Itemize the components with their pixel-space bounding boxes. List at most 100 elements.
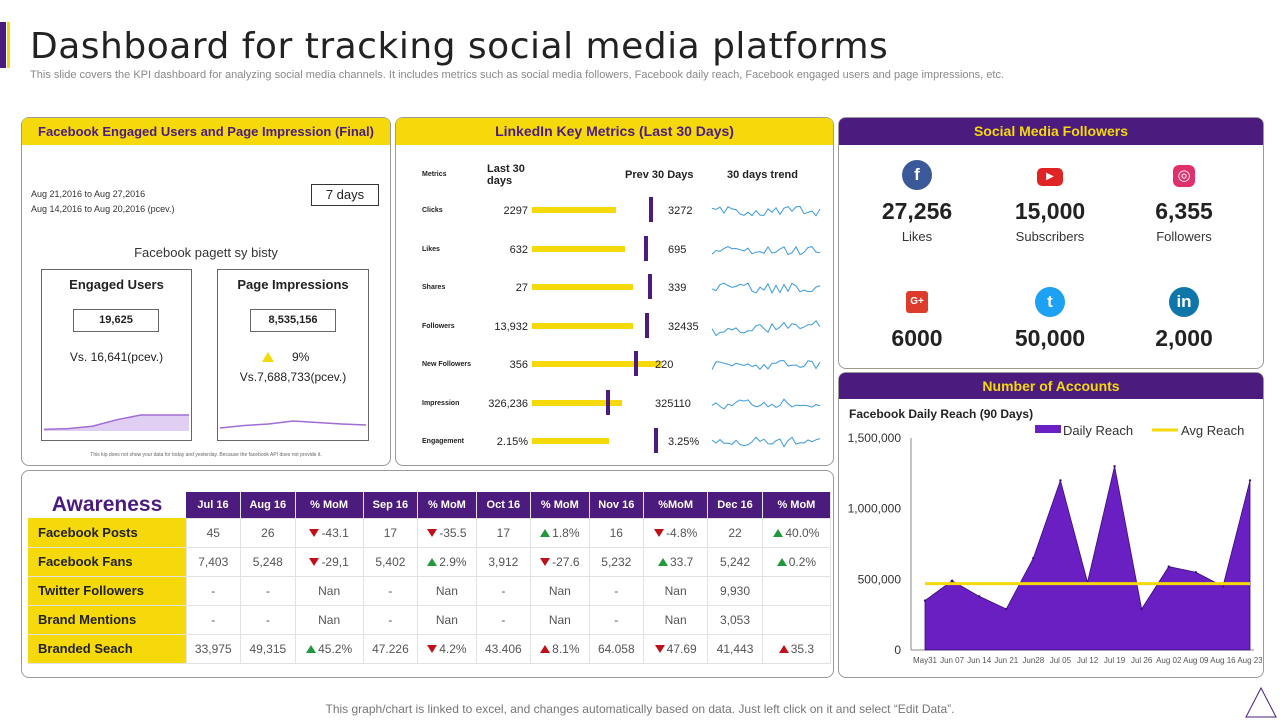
table-cell-value: 9,930 [720, 583, 751, 598]
table-cell: Nan [417, 605, 477, 635]
linkedin-metric-label: Impression [422, 399, 460, 407]
x-tick-label: Jun28 [1022, 656, 1044, 665]
table-cell: 40.0% [762, 518, 832, 548]
table-row: Branded Seach 33,975 49,315 45.2% 47.226 4.2%… [28, 634, 832, 664]
x-tick-label: Aug 16 [1210, 656, 1236, 665]
table-cell: -43.1 [295, 518, 364, 548]
linkedin-metric-last30: 27 [515, 282, 528, 294]
linkedin-trend-sparkline [712, 319, 821, 336]
table-cell: -35.5 [417, 518, 477, 548]
table-cell-value: Nan [318, 612, 341, 627]
table-cell-value: 3,053 [720, 612, 751, 627]
facebook-icon: f [902, 160, 932, 190]
page-impressions-value: 8,535,156 [250, 309, 336, 332]
daily-reach-point [1248, 479, 1252, 482]
table-cell: 7,403 [186, 547, 242, 577]
linkedin-metric-bar [532, 207, 616, 213]
linkedin-trend-sparkline [712, 282, 821, 295]
linkedin-trend-sparkline [712, 360, 821, 371]
table-cell-value: 40.0% [785, 525, 820, 540]
x-tick-label: Aug 02 [1156, 656, 1182, 665]
table-cell: 3,053 [707, 605, 763, 635]
awareness-column-header: Oct 16 [476, 492, 532, 519]
linkedin-metric-target [643, 235, 648, 261]
daily-reach-point [1059, 479, 1062, 482]
table-cell: 0.2% [762, 547, 832, 577]
trend-down-icon [540, 558, 551, 567]
table-cell: 45 [186, 518, 242, 548]
table-cell-value: Nan [664, 612, 687, 627]
table-cell: 9,930 [707, 576, 763, 606]
table-cell: - [363, 605, 419, 635]
trend-up-icon [657, 558, 668, 567]
trend-down-icon [654, 645, 665, 654]
api-note: This kip does not show your data for tod… [90, 452, 322, 458]
engaged-users-card [41, 269, 192, 441]
linkedin-trend-line [712, 397, 821, 409]
legend-label-avg-reach: Avg Reach [1181, 423, 1244, 438]
table-cell-value: 41,443 [716, 641, 754, 656]
page-title: Dashboard for tracking social media plat… [30, 26, 889, 67]
daily-reach-point [1140, 607, 1143, 611]
linkedin-metric-last30: 326,236 [488, 397, 528, 410]
engaged-users-title: Engaged Users [69, 277, 164, 292]
daily-reach-area [924, 466, 1251, 651]
linkedin-metric-target [634, 351, 639, 376]
table-cell: 33,975 [186, 634, 242, 664]
chart-title: Facebook Daily Reach (90 Days) [849, 407, 1033, 421]
linkedin-metric-prev30: 32435 [668, 320, 699, 333]
linkedin-metric-target [606, 389, 611, 415]
awareness-table: Awareness Jul 16 Aug 16% MoM Sep 16% MoM Oc… [28, 492, 832, 664]
linkedin-metric-target [649, 197, 654, 222]
table-cell-value: 1.8% [552, 525, 580, 540]
trend-up-icon [540, 529, 551, 538]
table-cell-value: Nan [435, 583, 458, 598]
daily-reach-point [1005, 607, 1008, 611]
table-cell-value: 16 [609, 525, 623, 540]
table-cell: - [589, 605, 645, 635]
table-cell: Nan [295, 605, 364, 635]
daily-reach-point [1221, 585, 1225, 588]
trend-up-icon [776, 558, 787, 567]
table-cell-value: Nan [548, 612, 571, 627]
linkedin-trend-line [712, 245, 821, 255]
linkedin-metric-last30: 2.15% [496, 436, 528, 448]
linkedin-metric-bar [532, 361, 663, 367]
linkedin-metric-bar [532, 399, 623, 406]
page-impressions-previous: Vs.7,688,733(pcev.) [239, 370, 347, 384]
accent-bar-yellow [7, 22, 10, 68]
linkedin-panel: LinkedIn Key Metrics (Last 30 Days) [395, 117, 834, 466]
x-tick-label: Jul 26 [1131, 656, 1153, 665]
linkedin-metric-label: Engagement [422, 438, 465, 445]
table-cell-value: 22 [728, 525, 742, 540]
linkedin-trend-sparkline [712, 397, 821, 409]
daily-reach-point [977, 595, 981, 598]
linkedin-metric-label: Shares [422, 284, 446, 291]
table-cell: 33.7 [643, 547, 709, 577]
awareness-column-header: % MoM [417, 492, 477, 519]
linkedin-metric-bar [532, 322, 634, 329]
facebook-page-label: Facebook pagett sy bisty [134, 245, 278, 260]
y-tick-label: 0 [894, 643, 901, 657]
awareness-column-header: Sep 16 [363, 492, 419, 519]
awareness-row-label: Brand Mentions [28, 605, 187, 635]
youtube-icon: ▶ [1037, 168, 1063, 186]
period-selector[interactable]: 7 days [311, 184, 379, 206]
table-cell: - [476, 576, 532, 606]
table-cell: 47.226 [363, 634, 419, 664]
page-impressions-title: Page Impressions [237, 277, 349, 292]
trend-down-icon [309, 529, 320, 538]
footer-note: This graph/chart is linked to excel, and… [325, 702, 955, 716]
table-cell-value: 26 [261, 525, 275, 540]
table-cell: - [476, 605, 532, 635]
table-cell: - [363, 576, 419, 606]
awareness-column-header: Jul 16 [186, 492, 242, 519]
accounts-header: Number of Accounts [839, 373, 1263, 399]
fb-panel-header: Facebook Engaged Users and Page Impressi… [22, 118, 390, 145]
social-followers-header: Social Media Followers [839, 118, 1263, 145]
table-cell-value: 45.2% [318, 641, 353, 656]
page-impressions-card [217, 269, 369, 441]
table-cell-value: 8.1% [552, 641, 580, 656]
table-cell-value: 5,402 [375, 554, 406, 569]
linkedin-metric-bar [532, 438, 610, 444]
